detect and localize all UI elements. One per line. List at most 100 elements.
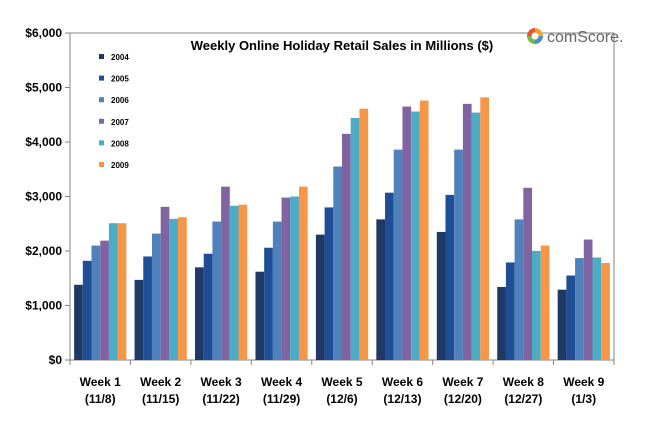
x-tick-label: Week 4 (11/29) (261, 375, 302, 406)
x-tick-label-week: Week 9 (563, 375, 604, 389)
bar-2004-week-2 (134, 279, 144, 360)
bar-2005-week-4 (264, 247, 273, 360)
bar-2007-week-7 (462, 103, 472, 360)
series-2009 (117, 97, 610, 360)
bar-2005-week-3 (203, 253, 213, 360)
bar-2004-week-9 (557, 289, 567, 360)
x-tick-label-week: Week 7 (442, 375, 483, 389)
bar-2005-week-5 (324, 207, 334, 360)
y-tick-label: $6,000 (25, 26, 62, 40)
bar-2005-week-8 (505, 262, 515, 360)
y-tick-label: $1,000 (25, 299, 62, 313)
legend-label-2009: 2009 (111, 161, 129, 170)
bar-2009-week-4 (298, 186, 308, 360)
bar-2006-week-3 (212, 221, 222, 360)
bar-2006-week-6 (393, 149, 403, 360)
bar-2008-week-2 (169, 218, 179, 360)
bar-2004-week-4 (255, 271, 265, 360)
bar-2007-week-9 (583, 239, 593, 360)
legend-label-2006: 2006 (111, 96, 129, 105)
bar-2006-week-8 (514, 219, 524, 360)
bar-2007-week-1 (100, 240, 109, 360)
bar-2008-week-7 (471, 112, 481, 360)
series-2004 (74, 219, 567, 360)
bar-2004-week-1 (74, 284, 83, 360)
bar-2009-week-3 (238, 204, 248, 360)
bar-2004-week-3 (195, 267, 204, 360)
y-tick-label: $4,000 (25, 135, 62, 149)
y-tick-label: $0 (49, 353, 63, 367)
legend-swatch-2008 (99, 140, 104, 146)
bar-2008-week-8 (532, 251, 541, 360)
series-2006 (91, 149, 584, 360)
y-tick-label: $5,000 (25, 81, 62, 95)
legend-swatch-2005 (99, 75, 104, 81)
bar-2004-week-6 (376, 219, 386, 360)
bar-2005-week-2 (143, 256, 152, 360)
bar-2005-week-9 (566, 275, 576, 360)
bar-2004-week-5 (315, 234, 325, 360)
x-tick-label-date: (12/20) (444, 392, 482, 406)
bar-2005-week-1 (82, 260, 92, 360)
bar-2007-week-2 (160, 206, 170, 360)
legend-label-2007: 2007 (111, 118, 129, 127)
legend-swatch-2009 (99, 162, 104, 167)
comscore-logo-text: comScore. (547, 29, 623, 46)
bar-2009-week-9 (601, 262, 610, 360)
bar-2006-week-1 (91, 245, 101, 360)
y-tick-label: $3,000 (25, 190, 62, 204)
x-tick-label: Week 6 (12/13) (382, 375, 423, 406)
bar-2007-week-8 (523, 187, 533, 360)
comscore-logo-icon (527, 28, 543, 44)
chart-title: Weekly Online Holiday Retail Sales in Mi… (191, 38, 493, 53)
x-tick-label-date: (1/3) (571, 392, 596, 406)
x-tick-label-date: (11/15) (142, 392, 179, 406)
bar-2008-week-9 (592, 257, 602, 360)
bar-2008-week-3 (229, 205, 239, 360)
bars-layer (74, 97, 610, 361)
comscore-logo: comScore. (527, 28, 623, 46)
x-tick-label: Week 1 (11/8) (80, 375, 121, 406)
bar-2006-week-7 (454, 149, 463, 360)
bar-2007-week-5 (342, 133, 351, 360)
x-tick-label-week: Week 1 (80, 375, 121, 389)
bar-2009-week-1 (117, 223, 127, 360)
legend-swatch-2007 (99, 118, 104, 124)
bar-2008-week-5 (350, 118, 360, 361)
legend-label-2004: 2004 (111, 53, 129, 62)
bar-2005-week-7 (445, 194, 455, 360)
series-2005 (82, 192, 576, 360)
x-tick-label-date: (12/27) (504, 392, 542, 406)
x-tick-label: Week 7 (12/20) (442, 375, 483, 406)
x-tick-label: Week 9 (1/3) (563, 375, 604, 406)
x-tick-label-date: (12/6) (326, 392, 357, 406)
x-tick-label-date: (11/29) (263, 392, 300, 406)
bar-2004-week-8 (497, 286, 506, 360)
bar-2009-week-5 (359, 108, 369, 360)
x-tick-label: Week 8 (12/27) (503, 375, 544, 406)
x-tick-label-date: (11/8) (85, 392, 116, 406)
bar-2004-week-7 (436, 231, 446, 360)
bar-2006-week-2 (151, 233, 161, 360)
bar-2009-week-7 (480, 97, 489, 360)
bar-2006-week-9 (575, 258, 584, 360)
x-tick-label-week: Week 6 (382, 375, 423, 389)
bar-2008-week-4 (290, 196, 299, 360)
x-tick-label-week: Week 5 (321, 375, 362, 389)
legend: 2004 2005 2006 2007 2008 2009 (99, 53, 129, 170)
bar-2006-week-4 (272, 221, 282, 360)
bar-2009-week-8 (540, 245, 550, 360)
bar-2007-week-3 (221, 186, 230, 360)
bar-2009-week-6 (419, 100, 429, 360)
series-2007 (100, 103, 593, 360)
series-2008 (108, 111, 602, 361)
legend-label-2005: 2005 (111, 75, 129, 84)
bar-2005-week-6 (385, 192, 394, 360)
x-tick-label-week: Week 3 (201, 375, 242, 389)
y-tick-label: $2,000 (25, 244, 62, 258)
axis-layer: $0 $1,000 $2,000 $3,000 $4,000 $5,000 $6,000 We… (25, 26, 615, 406)
bar-2006-week-5 (333, 166, 342, 360)
bar-2007-week-6 (402, 106, 412, 360)
bar-2008-week-1 (108, 223, 118, 360)
